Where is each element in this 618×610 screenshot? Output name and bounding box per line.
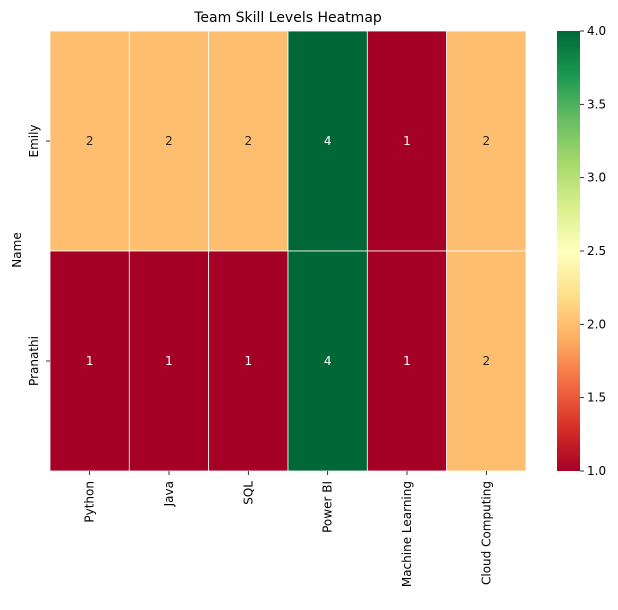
cell-value-label: 2 (483, 354, 491, 368)
heatmap-cell (366, 30, 448, 252)
colorbar-tick-label: 1.0 (587, 464, 606, 478)
chart-title: Team Skill Levels Heatmap (193, 10, 382, 26)
y-tick-label: Emily (27, 124, 41, 157)
x-tick-label: Python (83, 481, 97, 523)
cell-value-label: 2 (483, 134, 491, 148)
heatmap-cell (446, 250, 527, 472)
heatmap-cell (49, 250, 130, 472)
colorbar-tick-label: 2.0 (587, 317, 606, 331)
colorbar-tick-label: 1.5 (587, 391, 606, 405)
x-tick-label: Power BI (321, 481, 335, 533)
x-tick-label: Machine Learning (400, 481, 414, 587)
cell-value-label: 4 (324, 134, 332, 148)
heatmap-cell (128, 30, 210, 252)
colorbar (557, 31, 580, 471)
x-tick-label: Cloud Computing (479, 481, 493, 585)
cell-value-label: 1 (403, 354, 411, 368)
x-tick-label: SQL (241, 481, 255, 505)
cell-value-label: 1 (165, 354, 173, 368)
heatmap-cell (287, 30, 368, 252)
heatmap-cell (49, 30, 130, 252)
cell-value-label: 2 (86, 134, 94, 148)
y-tick-label: Pranathi (27, 336, 41, 386)
colorbar-axis: 1.0 1.5 2.0 2.5 3.0 3.5 4.0 (580, 24, 606, 478)
cell-value-label: 1 (86, 354, 94, 368)
x-tick-label: Java (162, 481, 176, 507)
colorbar-tick-label: 3.0 (587, 171, 606, 185)
x-axis: Python Java SQL Power BI Machine Learning Clo… (83, 471, 493, 587)
cell-value-label: 1 (403, 134, 411, 148)
cell-value-label: 2 (165, 134, 173, 148)
colorbar-tick-label: 2.5 (587, 244, 606, 258)
heatmap-cell (287, 250, 368, 472)
heatmap-cell (446, 30, 527, 252)
cell-value-label: 4 (324, 354, 332, 368)
colorbar-tick-label: 4.0 (587, 24, 606, 38)
y-axis: Emily Pranathi (27, 124, 50, 386)
cell-value-label: 1 (245, 354, 253, 368)
heatmap-cells: 2 2 2 4 1 2 1 1 1 4 1 2 (49, 30, 527, 472)
heatmap-cell (128, 250, 210, 472)
cell-value-label: 2 (245, 134, 253, 148)
y-axis-label: Name (10, 232, 24, 267)
colorbar-tick-label: 3.5 (587, 97, 606, 111)
heatmap-cell (208, 30, 289, 252)
